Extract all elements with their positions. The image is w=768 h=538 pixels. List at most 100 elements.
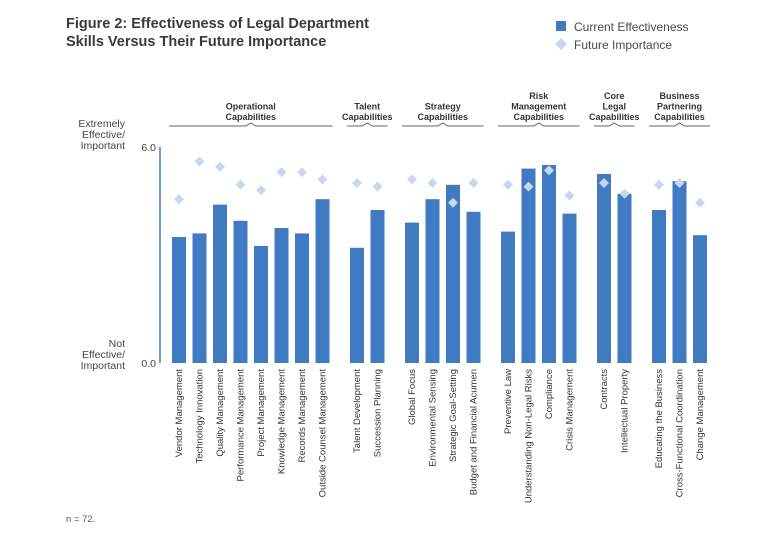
x-label-strategic-goal-setting: Strategic Goal-Setting xyxy=(448,369,459,462)
y-axis-end-label: Effective/ xyxy=(82,349,125,361)
bar-educating-the-business xyxy=(652,210,666,363)
diamond-cross-functional-coordination xyxy=(674,178,685,188)
group-bracket xyxy=(594,122,635,127)
bar-environmental-sensing xyxy=(425,199,440,363)
x-label-cross-functional-coordination: Cross-Functional Coordination xyxy=(675,369,686,497)
y-tick-label: 0.0 xyxy=(141,358,156,370)
group-bracket xyxy=(347,122,388,127)
bar-cross-functional-coordination xyxy=(672,181,687,363)
bar-project-management xyxy=(254,246,268,363)
sample-size-note: n = 72. xyxy=(66,514,95,525)
x-label-change-management: Change Management xyxy=(695,369,706,461)
y-axis-end-label: Effective/ xyxy=(82,129,125,141)
bar-compliance xyxy=(542,165,556,363)
group-label-2: Strategy xyxy=(425,102,461,112)
x-label-compliance: Compliance xyxy=(544,369,555,419)
diamond-budget-and-financial-acumen xyxy=(468,178,479,188)
group-label-4: Core xyxy=(604,91,625,101)
bar-records-management xyxy=(295,233,309,363)
group-bracket xyxy=(649,122,710,127)
diamond-records-management xyxy=(297,167,307,178)
bar-knowledge-management xyxy=(274,228,289,363)
group-label-1: Talent xyxy=(354,102,380,112)
diamond-outside-counsel-management xyxy=(317,174,328,185)
group-label-4: Legal xyxy=(602,102,626,112)
x-label-talent-development: Talent Development xyxy=(352,369,363,453)
y-tick-label: 6.0 xyxy=(141,142,156,154)
bar-crisis-management xyxy=(562,213,577,363)
x-label-project-management: Project Management xyxy=(256,369,267,457)
diamond-succession-planning xyxy=(372,181,383,192)
diamond-understanding-non-legal-risks xyxy=(523,181,534,192)
group-label-5: Partnering xyxy=(657,102,702,112)
diamond-talent-development xyxy=(352,178,362,188)
x-label-budget-and-financial-acumen: Budget and Financial Acumen xyxy=(469,369,480,495)
group-labels: OperationalCapabilitiesTalentCapabilitie… xyxy=(169,91,710,127)
bar-talent-development xyxy=(350,247,364,363)
x-axis-labels: Vendor Management Technology Innovation Qu… xyxy=(174,369,706,503)
diamond-strategic-goal-setting xyxy=(448,197,458,208)
legend-label-future: Future Importance xyxy=(574,38,672,52)
y-axis: 6.0ExtremelyEffective/Important0.0NotEff… xyxy=(78,118,161,372)
diamond-environmental-sensing xyxy=(427,178,438,188)
bar-vendor-management xyxy=(172,237,186,363)
bar-strategic-goal-setting xyxy=(446,184,460,363)
x-label-knowledge-management: Knowledge Management xyxy=(277,369,288,474)
diamond-knowledge-management xyxy=(276,167,287,178)
group-label-5: Business xyxy=(659,91,699,101)
x-label-outside-counsel-management: Outside Counsel Management xyxy=(318,369,329,498)
chart-title-line-2: Skills Versus Their Future Importance xyxy=(66,34,326,50)
x-label-technology-innovation: Technology Innovation xyxy=(195,369,206,464)
y-axis-end-label: Important xyxy=(81,140,125,152)
x-label-contracts: Contracts xyxy=(599,369,610,410)
group-bracket xyxy=(498,122,580,127)
group-label-2: Capabilities xyxy=(417,112,468,122)
bar-budget-and-financial-acumen xyxy=(466,211,481,363)
x-label-educating-the-business: Educating the Business xyxy=(654,369,665,469)
x-label-succession-planning: Succession Planning xyxy=(373,369,384,457)
x-label-crisis-management: Crisis Management xyxy=(565,369,576,451)
bar-contracts xyxy=(597,174,611,363)
x-label-preventive-law: Preventive Law xyxy=(503,369,514,434)
group-label-0: Operational xyxy=(226,102,276,112)
legend-swatch-current xyxy=(556,21,566,31)
bar-global-focus xyxy=(405,222,419,363)
x-label-understanding-non-legal-risks: Understanding Non-Legal Risks xyxy=(524,369,535,503)
bar-succession-planning xyxy=(370,210,385,363)
diamond-project-management xyxy=(256,185,266,196)
diamond-intellectual-property xyxy=(619,188,630,199)
x-label-environmental-sensing: Environmental Sensing xyxy=(428,369,439,467)
group-bracket xyxy=(169,122,333,127)
x-label-intellectual-property: Intellectual Property xyxy=(620,369,631,453)
y-axis-end-label: Important xyxy=(81,360,125,372)
group-label-0: Capabilities xyxy=(225,112,276,122)
diamond-change-management xyxy=(695,197,705,208)
diamond-contracts xyxy=(599,178,609,188)
group-label-1: Capabilities xyxy=(342,112,393,122)
chart-title-line-1: Figure 2: Effectiveness of Legal Departm… xyxy=(66,16,369,32)
x-label-records-management: Records Management xyxy=(297,369,308,463)
x-label-quality-management: Quality Management xyxy=(215,369,226,457)
x-label-global-focus: Global Focus xyxy=(407,369,418,425)
y-axis-end-label: Not xyxy=(109,338,125,350)
group-label-3: Capabilities xyxy=(513,112,564,122)
diamond-preventive-law xyxy=(503,179,513,190)
bar-outside-counsel-management xyxy=(315,199,330,363)
group-bracket xyxy=(402,122,484,127)
diamond-quality-management xyxy=(215,161,225,172)
legend-label-current: Current Effectiveness xyxy=(574,20,689,34)
bar-change-management xyxy=(693,235,707,363)
diamond-educating-the-business xyxy=(654,179,664,190)
x-label-performance-management: Performance Management xyxy=(236,369,247,482)
bar-performance-management xyxy=(233,220,248,363)
diamond-performance-management xyxy=(235,179,246,190)
group-label-3: Management xyxy=(511,102,566,112)
x-label-vendor-management: Vendor Management xyxy=(174,369,185,458)
group-label-5: Capabilities xyxy=(654,112,705,122)
bar-quality-management xyxy=(213,204,227,363)
diamond-technology-innovation xyxy=(194,156,205,167)
legend: Current Effectiveness Future Importance xyxy=(555,20,689,52)
diamond-crisis-management xyxy=(564,190,575,201)
bar-preventive-law xyxy=(501,231,515,363)
